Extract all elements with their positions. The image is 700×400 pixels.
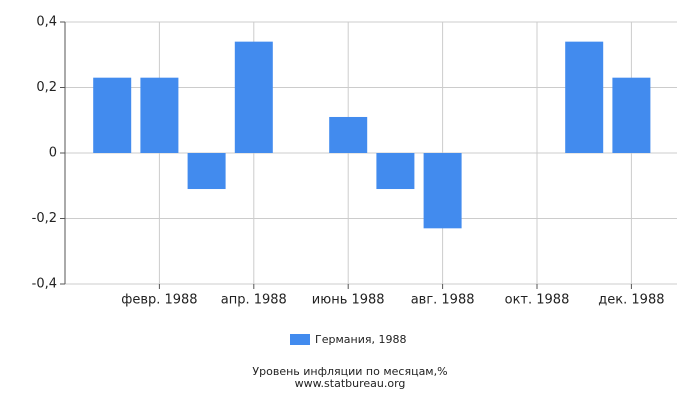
legend-swatch <box>290 334 310 345</box>
y-tick-label: 0 <box>49 146 57 161</box>
x-tick-label: апр. 1988 <box>221 293 287 308</box>
y-tick-label: 0,2 <box>36 80 57 95</box>
bar <box>423 153 462 229</box>
chart-title: Уровень инфляции по месяцам,% <box>252 365 447 378</box>
x-tick-label: февр. 1988 <box>121 293 197 308</box>
x-tick-label: дек. 1988 <box>598 293 664 308</box>
bar <box>612 77 651 153</box>
x-tick-label: июнь 1988 <box>312 293 385 308</box>
bar <box>376 153 415 190</box>
legend-label: Германия, 1988 <box>315 333 406 346</box>
y-tick-label: -0,2 <box>32 211 57 226</box>
x-tick-label: окт. 1988 <box>505 293 570 308</box>
bar <box>140 77 179 153</box>
bar <box>234 41 273 153</box>
bar <box>329 116 368 153</box>
bar <box>187 153 226 190</box>
x-tick-label: авг. 1988 <box>411 293 475 308</box>
source: www.statbureau.org <box>295 377 406 390</box>
y-tick-label: 0,4 <box>36 15 57 30</box>
bar <box>565 41 604 153</box>
bar <box>93 77 132 153</box>
y-tick-label: -0,4 <box>32 277 57 292</box>
